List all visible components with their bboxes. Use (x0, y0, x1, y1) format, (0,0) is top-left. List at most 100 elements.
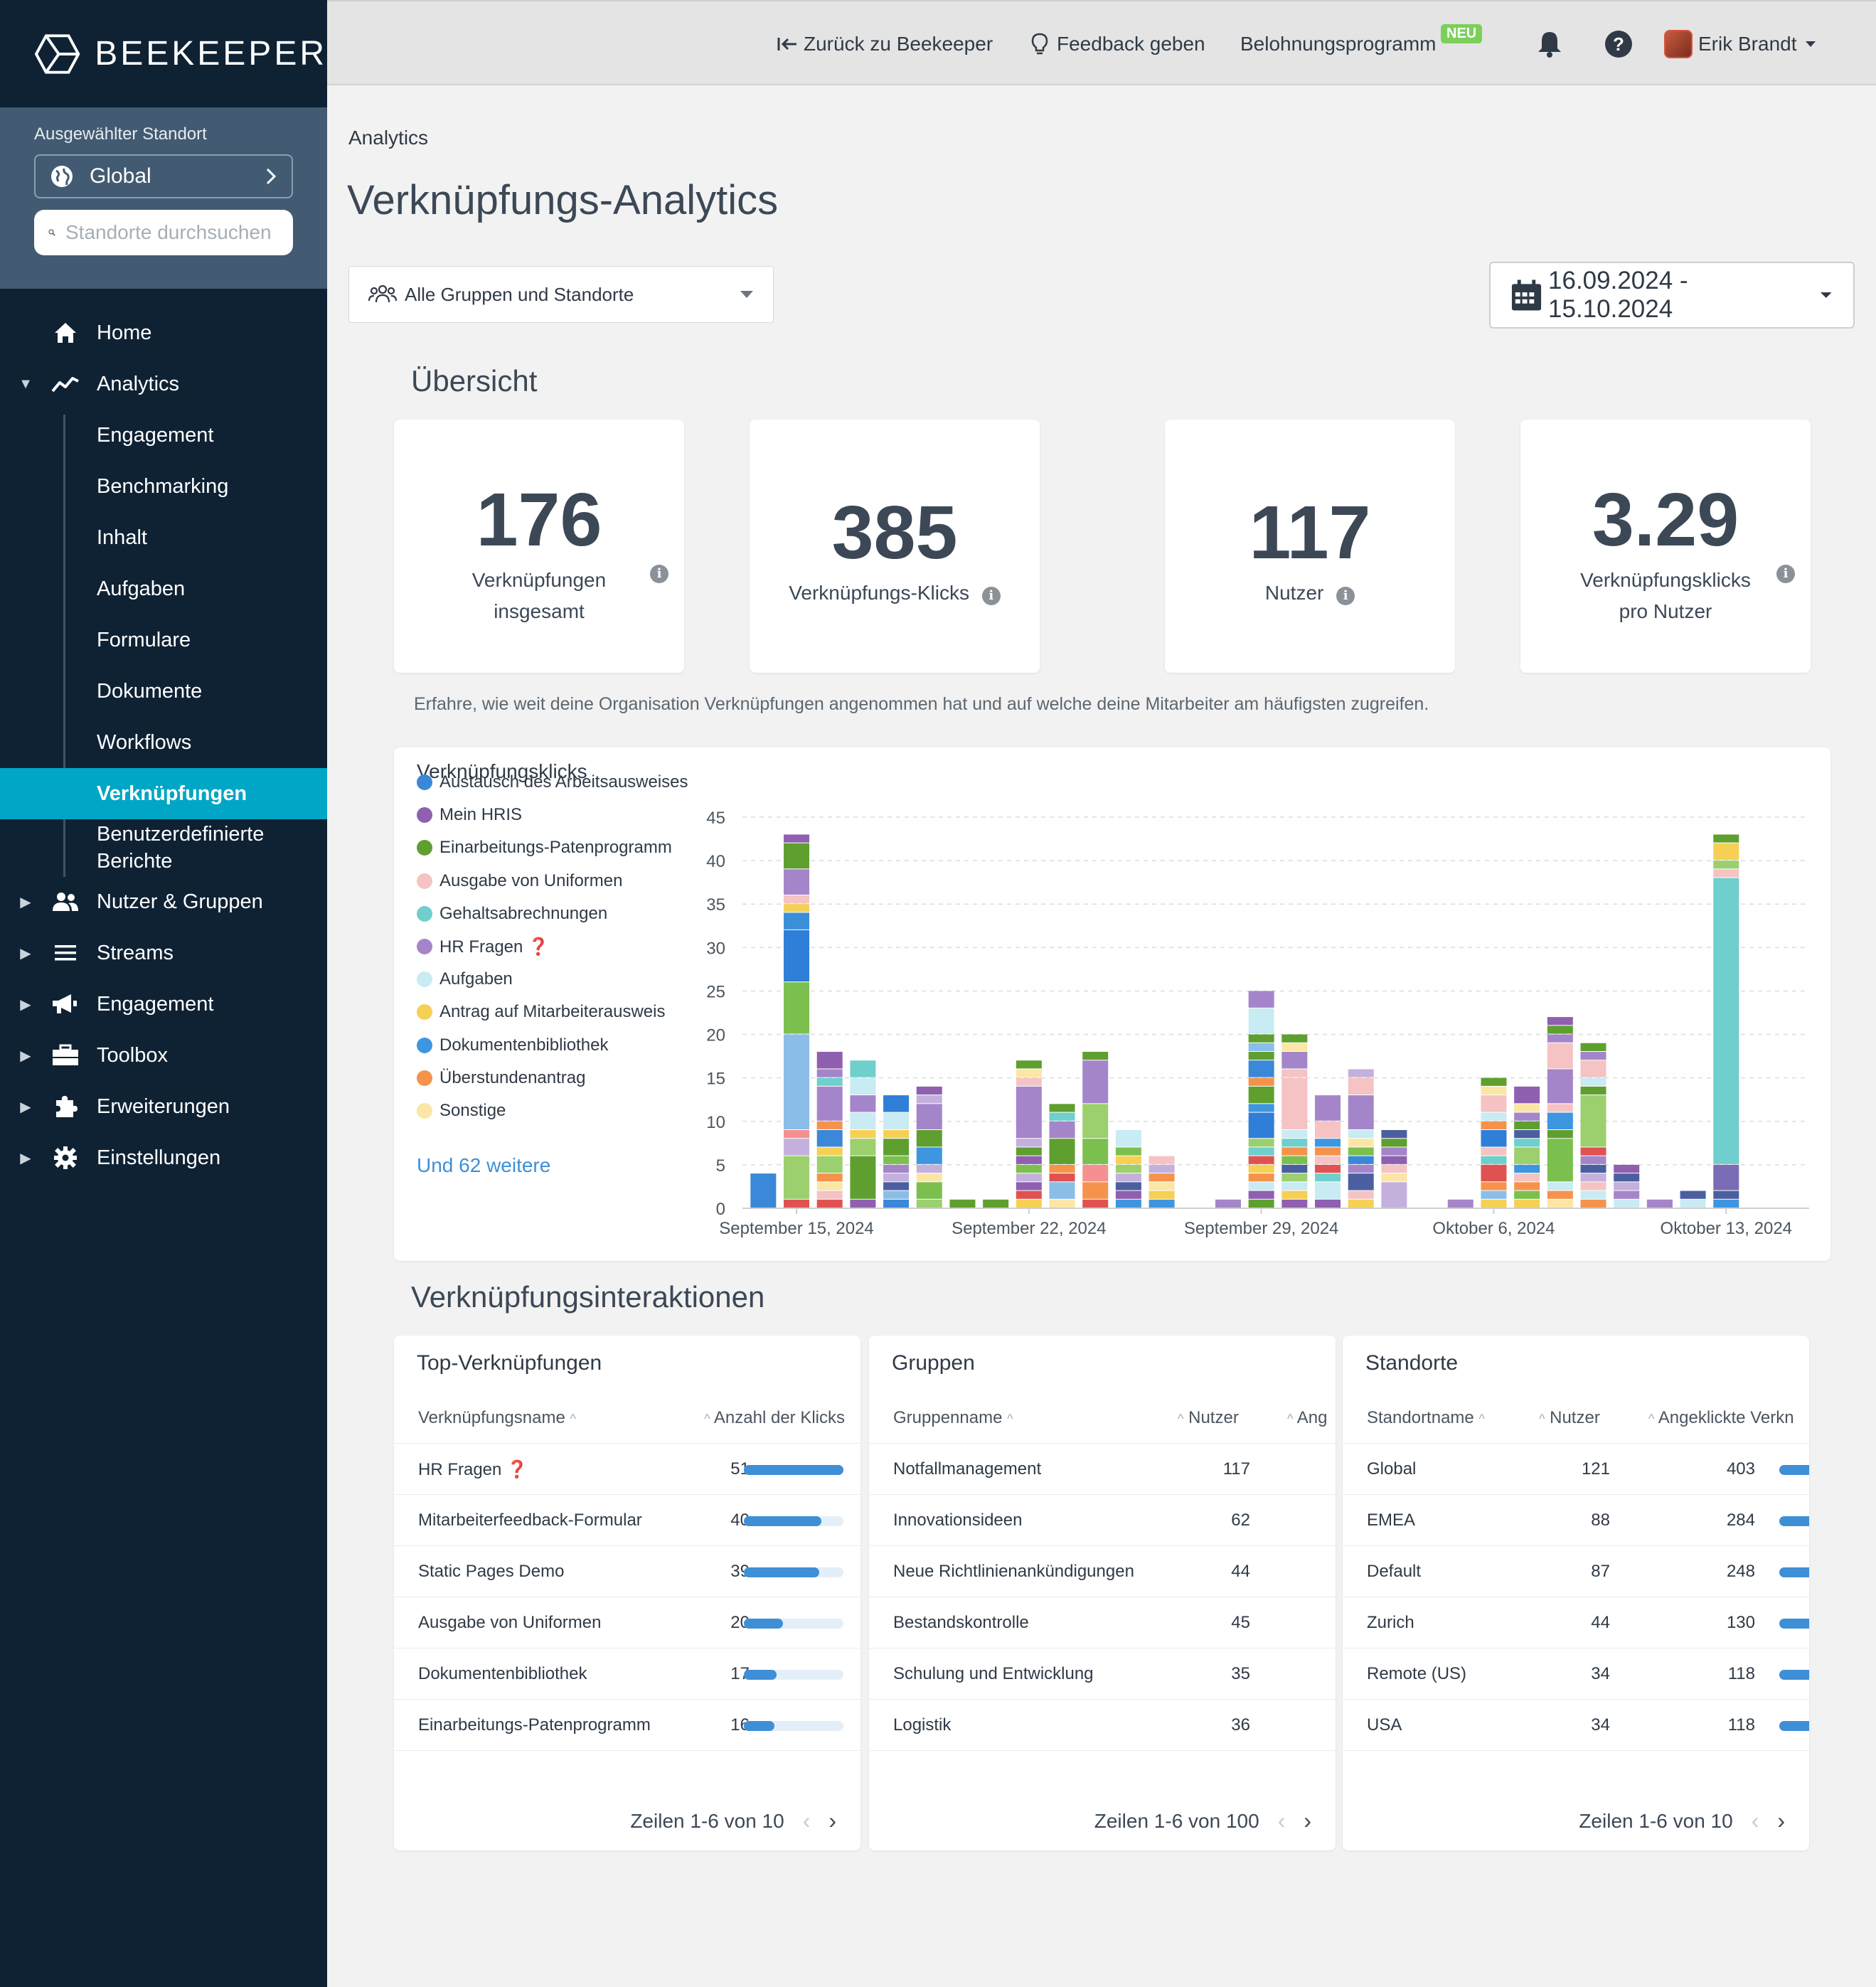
sidebar-sub-formulare[interactable]: Formulare (97, 628, 191, 651)
bar-segment (816, 1077, 843, 1086)
table-row[interactable]: Logistik 36 (869, 1700, 1336, 1751)
avatar (1664, 30, 1693, 58)
location-button[interactable]: Global (34, 154, 293, 198)
sidebar-item-analytics[interactable]: ▼ Analytics (0, 358, 327, 410)
sidebar-item-settings[interactable]: ▶ Einstellungen (0, 1132, 327, 1183)
bar-track (1779, 1619, 1809, 1629)
location-search-input[interactable] (65, 221, 279, 244)
logo[interactable]: BEEKEEPER (0, 0, 327, 107)
bar-segment (1348, 1173, 1374, 1190)
feedback-link[interactable]: Feedback geben (1031, 1, 1205, 87)
sidebar-item-home[interactable]: Home (0, 307, 327, 358)
column-header-clicked[interactable]: ^ Angeklickte Verkn (1648, 1408, 1794, 1428)
bar-segment (784, 1130, 810, 1139)
breadcrumb[interactable]: Analytics (348, 127, 429, 149)
column-header-clicks[interactable]: ^ Anzahl der Klicks (704, 1408, 845, 1428)
chevron-left-icon[interactable]: ‹ (802, 1808, 811, 1833)
table-row[interactable]: Dokumentenbibliothek 17 (394, 1648, 860, 1700)
legend-item[interactable]: Einarbeitungs-Patenprogramm (417, 837, 672, 858)
bar-segment (1049, 1139, 1075, 1164)
table-row[interactable]: Default 87 248 (1343, 1546, 1809, 1597)
table-row[interactable]: Static Pages Demo 39 (394, 1546, 860, 1597)
sidebar-sub-dokumente[interactable]: Dokumente (97, 679, 203, 703)
legend-item[interactable]: HR Fragen ❓ (417, 936, 549, 957)
table-row[interactable]: Global 121 403 (1343, 1444, 1809, 1495)
sidebar-sub-verknuepfungen[interactable]: Verknüpfungen (0, 768, 327, 819)
sidebar-sub-custom-reports[interactable]: Benutzerdefinierte Berichte (0, 819, 327, 876)
link-name: HR Fragen ❓ (418, 1460, 528, 1479)
bar-segment (1547, 1139, 1573, 1182)
info-icon[interactable]: i (981, 587, 1001, 605)
column-header-name[interactable]: Standortname ^ (1367, 1408, 1485, 1428)
legend-item[interactable]: Antrag auf Mitarbeiterausweis (417, 1001, 665, 1023)
new-badge: NEU (1441, 24, 1483, 43)
rewards-link[interactable]: Belohnungsprogramm (1240, 1, 1437, 87)
chevron-right-icon[interactable]: › (828, 1808, 836, 1833)
sidebar-sub-benchmarking[interactable]: Benchmarking (97, 474, 229, 498)
user-menu[interactable]: Erik Brandt (1664, 1, 1817, 87)
bar-fill (744, 1619, 783, 1629)
bar-segment (1281, 1156, 1308, 1164)
table-row[interactable]: Zurich 44 130 (1343, 1597, 1809, 1648)
legend-item[interactable]: Sonstige (417, 1100, 506, 1122)
group-filter-select[interactable]: Alle Gruppen und Standorte (348, 266, 774, 323)
bar-segment (816, 1121, 843, 1129)
column-header-users[interactable]: ^ Nutzer (1539, 1408, 1600, 1428)
sidebar-sub-aufgaben[interactable]: Aufgaben (97, 577, 186, 600)
sidebar-sub-engagement[interactable]: Engagement (97, 423, 214, 447)
legend-item[interactable]: Überstundenantrag (417, 1067, 585, 1089)
legend-item[interactable]: Austausch des Arbeitsausweises (417, 772, 688, 793)
chevron-left-icon[interactable]: ‹ (1751, 1808, 1759, 1833)
back-to-beekeeper-link[interactable]: Zurück zu Beekeeper (777, 1, 993, 87)
sidebar-item-streams[interactable]: ▶ Streams (0, 927, 327, 979)
bar-segment (1713, 869, 1739, 878)
caret-right-icon: ▶ (20, 1048, 31, 1064)
table-row[interactable]: Schulung und Entwicklung 35 (869, 1648, 1336, 1700)
table-row[interactable]: Notfallmanagement 117 (869, 1444, 1336, 1495)
table-row[interactable]: Einarbeitungs-Patenprogramm 16 (394, 1700, 860, 1751)
table-row[interactable]: Mitarbeiterfeedback-Formular 40 (394, 1495, 860, 1546)
help-button[interactable]: ? (1604, 1, 1633, 87)
legend-item[interactable]: Aufgaben (417, 969, 513, 990)
info-icon[interactable]: i (650, 565, 668, 583)
legend-more-link[interactable]: Und 62 weitere (417, 1154, 551, 1176)
info-icon[interactable]: i (1776, 565, 1795, 583)
table-row[interactable]: Bestandskontrolle 45 (869, 1597, 1336, 1648)
chevron-right-icon[interactable]: › (1777, 1808, 1785, 1833)
caret-right-icon: ▶ (20, 996, 31, 1013)
legend-item[interactable]: Mein HRIS (417, 804, 522, 826)
legend-item[interactable]: Gehaltsabrechnungen (417, 903, 607, 925)
column-header-name[interactable]: Verknüpfungsname ^ (418, 1408, 576, 1428)
bar-fill (744, 1670, 777, 1680)
legend-swatch (417, 774, 432, 790)
notifications-button[interactable] (1536, 1, 1563, 87)
column-header-users[interactable]: ^ Nutzer (1178, 1408, 1239, 1428)
table-row[interactable]: Remote (US) 34 118 (1343, 1648, 1809, 1700)
sidebar-item-toolbox[interactable]: ▶ Toolbox (0, 1030, 327, 1081)
bar-segment (1281, 1043, 1308, 1051)
group-name: Logistik (893, 1715, 952, 1735)
sidebar-sub-inhalt[interactable]: Inhalt (97, 526, 147, 549)
sidebar-item-extensions[interactable]: ▶ Erweiterungen (0, 1081, 327, 1132)
sidebar-item-engagement[interactable]: ▶ Engagement (0, 979, 327, 1030)
table-row[interactable]: Innovationsideen 62 (869, 1495, 1336, 1546)
table-row[interactable]: EMEA 88 284 (1343, 1495, 1809, 1546)
sidebar-sub-workflows[interactable]: Workflows (97, 730, 192, 754)
table-row[interactable]: HR Fragen ❓ 51 (394, 1444, 860, 1495)
chevron-left-icon[interactable]: ‹ (1277, 1808, 1286, 1833)
chevron-right-icon[interactable]: › (1304, 1808, 1311, 1833)
table-row[interactable]: USA 34 118 (1343, 1700, 1809, 1751)
location-search[interactable] (34, 210, 293, 255)
legend-item[interactable]: Dokumentenbibliothek (417, 1035, 608, 1056)
bar-segment (1016, 1173, 1042, 1182)
column-header-name[interactable]: Gruppenname ^ (893, 1408, 1013, 1428)
table-row[interactable]: Ausgabe von Uniformen 20 (394, 1597, 860, 1648)
bar-segment (883, 1139, 910, 1156)
bar-segment (1082, 1182, 1109, 1199)
info-icon[interactable]: i (1336, 587, 1355, 605)
table-row[interactable]: Neue Richtlinienankündigungen 44 (869, 1546, 1336, 1597)
sidebar-item-users[interactable]: ▶ Nutzer & Gruppen (0, 876, 327, 927)
legend-item[interactable]: Ausgabe von Uniformen (417, 870, 622, 892)
column-header-third[interactable]: ^ Ang (1287, 1408, 1328, 1428)
date-range-picker[interactable]: 16.09.2024 - 15.10.2024 (1489, 262, 1855, 329)
